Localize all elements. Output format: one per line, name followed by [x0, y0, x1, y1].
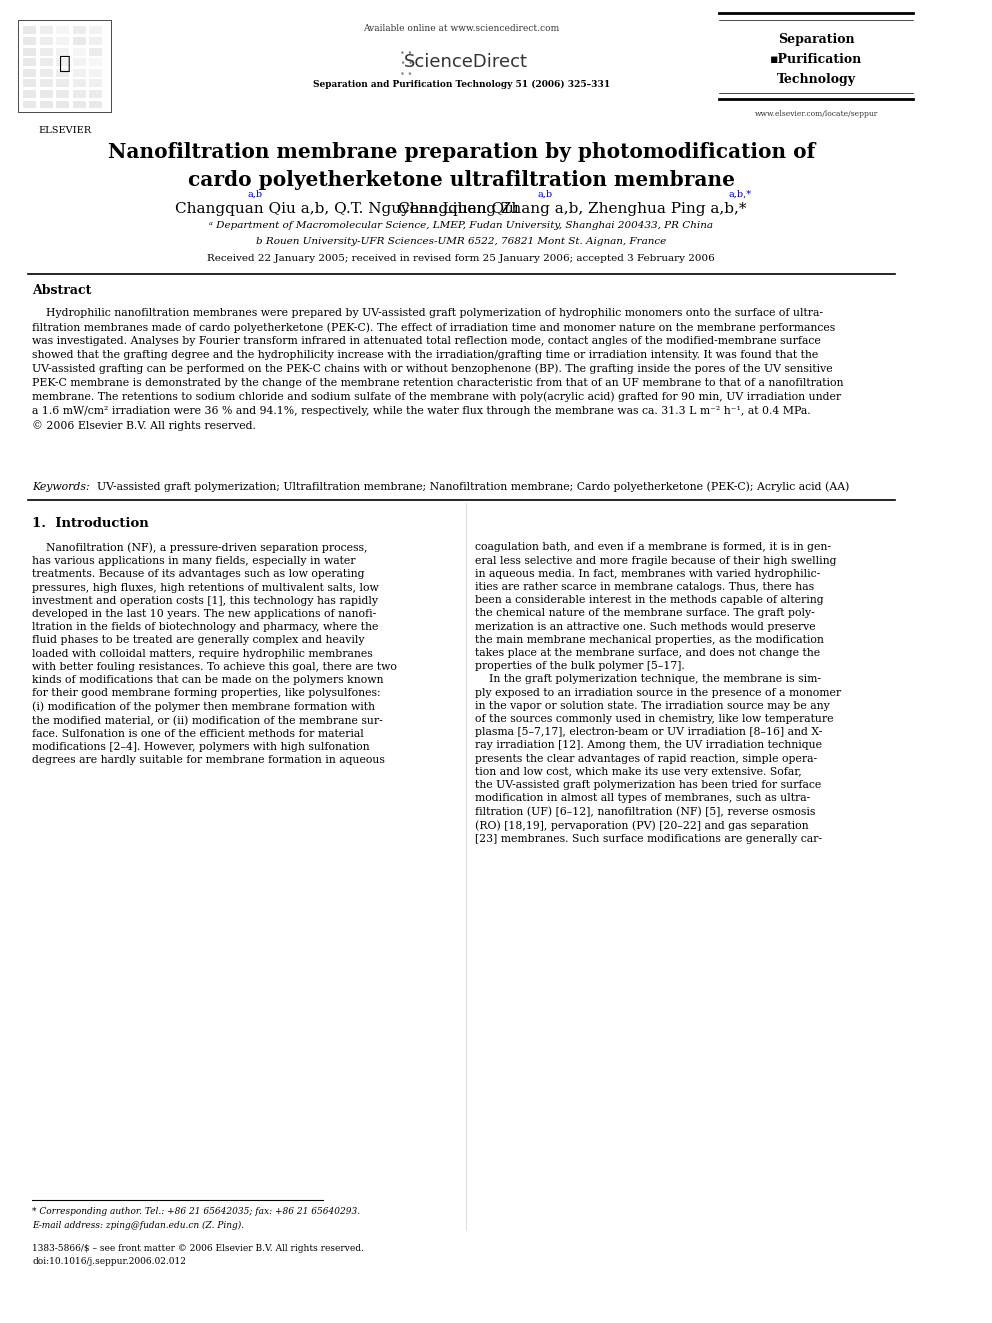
Bar [57, 90, 69, 98]
Bar [89, 101, 102, 108]
Bar [57, 37, 69, 45]
Text: UV-assisted graft polymerization; Ultrafiltration membrane; Nanofiltration membr: UV-assisted graft polymerization; Ultraf… [97, 482, 849, 492]
Text: ELSEVIER: ELSEVIER [38, 126, 91, 135]
Bar [89, 26, 102, 34]
Bar [23, 79, 36, 87]
Text: www.elsevier.com/locate/seppur: www.elsevier.com/locate/seppur [755, 110, 878, 118]
Bar [89, 90, 102, 98]
Text: Nanofiltration (NF), a pressure-driven separation process,
has various applicati: Nanofiltration (NF), a pressure-driven s… [33, 542, 397, 766]
Text: Hydrophilic nanofiltration membranes were prepared by UV-assisted graft polymeri: Hydrophilic nanofiltration membranes wer… [33, 308, 844, 431]
Bar [72, 37, 85, 45]
Bar [89, 58, 102, 66]
Text: b Rouen University-UFR Sciences-UMR 6522, 76821 Mont St. Aignan, France: b Rouen University-UFR Sciences-UMR 6522… [256, 237, 667, 246]
Text: ▪Purification: ▪Purification [770, 53, 862, 66]
Bar [72, 90, 85, 98]
Text: Abstract: Abstract [33, 284, 91, 298]
Bar [72, 58, 85, 66]
FancyBboxPatch shape [19, 20, 111, 112]
Bar [89, 48, 102, 56]
Text: Changquan Qiu: Changquan Qiu [399, 202, 524, 217]
Bar [40, 69, 53, 77]
Text: Separation and Purification Technology 51 (2006) 325–331: Separation and Purification Technology 5… [312, 79, 610, 89]
Text: Technology: Technology [777, 73, 856, 86]
Text: a,b,*: a,b,* [729, 189, 752, 198]
Text: 1383-5866/$ – see front matter © 2006 Elsevier B.V. All rights reserved.: 1383-5866/$ – see front matter © 2006 El… [33, 1244, 364, 1253]
Bar [89, 37, 102, 45]
Text: 🌳: 🌳 [59, 54, 70, 73]
Text: coagulation bath, and even if a membrane is formed, it is in gen-
eral less sele: coagulation bath, and even if a membrane… [475, 542, 841, 844]
Bar [57, 58, 69, 66]
Bar [23, 37, 36, 45]
Bar [40, 101, 53, 108]
Bar [89, 79, 102, 87]
Text: 1.  Introduction: 1. Introduction [33, 517, 149, 531]
Bar [89, 69, 102, 77]
Bar [72, 101, 85, 108]
Text: a,b: a,b [538, 189, 553, 198]
Bar [23, 101, 36, 108]
Bar [72, 69, 85, 77]
Text: E-mail address: zping@fudan.edu.cn (Z. Ping).: E-mail address: zping@fudan.edu.cn (Z. P… [33, 1221, 244, 1230]
Text: Nanofiltration membrane preparation by photomodification of
cardo polyetherketon: Nanofiltration membrane preparation by p… [107, 142, 814, 189]
Text: Keywords:: Keywords: [33, 482, 97, 492]
Bar [57, 69, 69, 77]
Bar [23, 69, 36, 77]
Text: Received 22 January 2005; received in revised form 25 January 2006; accepted 3 F: Received 22 January 2005; received in re… [207, 254, 715, 263]
Bar [23, 48, 36, 56]
Bar [40, 58, 53, 66]
Text: Separation: Separation [778, 33, 855, 46]
Bar [23, 26, 36, 34]
Text: ᵃ Department of Macromolecular Science, LMEP, Fudan University, Shanghai 200433,: ᵃ Department of Macromolecular Science, … [209, 221, 713, 230]
Text: Changquan Qiu a,b, Q.T. Nguyena Liheng Zhang a,b, Zhenghua Ping a,b,*: Changquan Qiu a,b, Q.T. Nguyena Liheng Z… [176, 202, 747, 217]
Text: a,b: a,b [247, 189, 262, 198]
Bar [23, 58, 36, 66]
Bar [40, 37, 53, 45]
Bar [57, 26, 69, 34]
Bar [40, 48, 53, 56]
Text: Available online at www.sciencedirect.com: Available online at www.sciencedirect.co… [363, 24, 559, 33]
Bar [57, 48, 69, 56]
Text: ScienceDirect: ScienceDirect [404, 53, 528, 71]
Bar [40, 90, 53, 98]
Bar [40, 26, 53, 34]
Text: doi:10.1016/j.seppur.2006.02.012: doi:10.1016/j.seppur.2006.02.012 [33, 1257, 186, 1266]
Bar [72, 48, 85, 56]
Bar [57, 101, 69, 108]
Bar [57, 79, 69, 87]
Text: * Corresponding author. Tel.: +86 21 65642035; fax: +86 21 65640293.: * Corresponding author. Tel.: +86 21 656… [33, 1207, 360, 1216]
Text: • •
 • •
• •: • • • • • • [399, 49, 414, 79]
Bar [72, 79, 85, 87]
Bar [72, 26, 85, 34]
Bar [40, 79, 53, 87]
Bar [23, 90, 36, 98]
